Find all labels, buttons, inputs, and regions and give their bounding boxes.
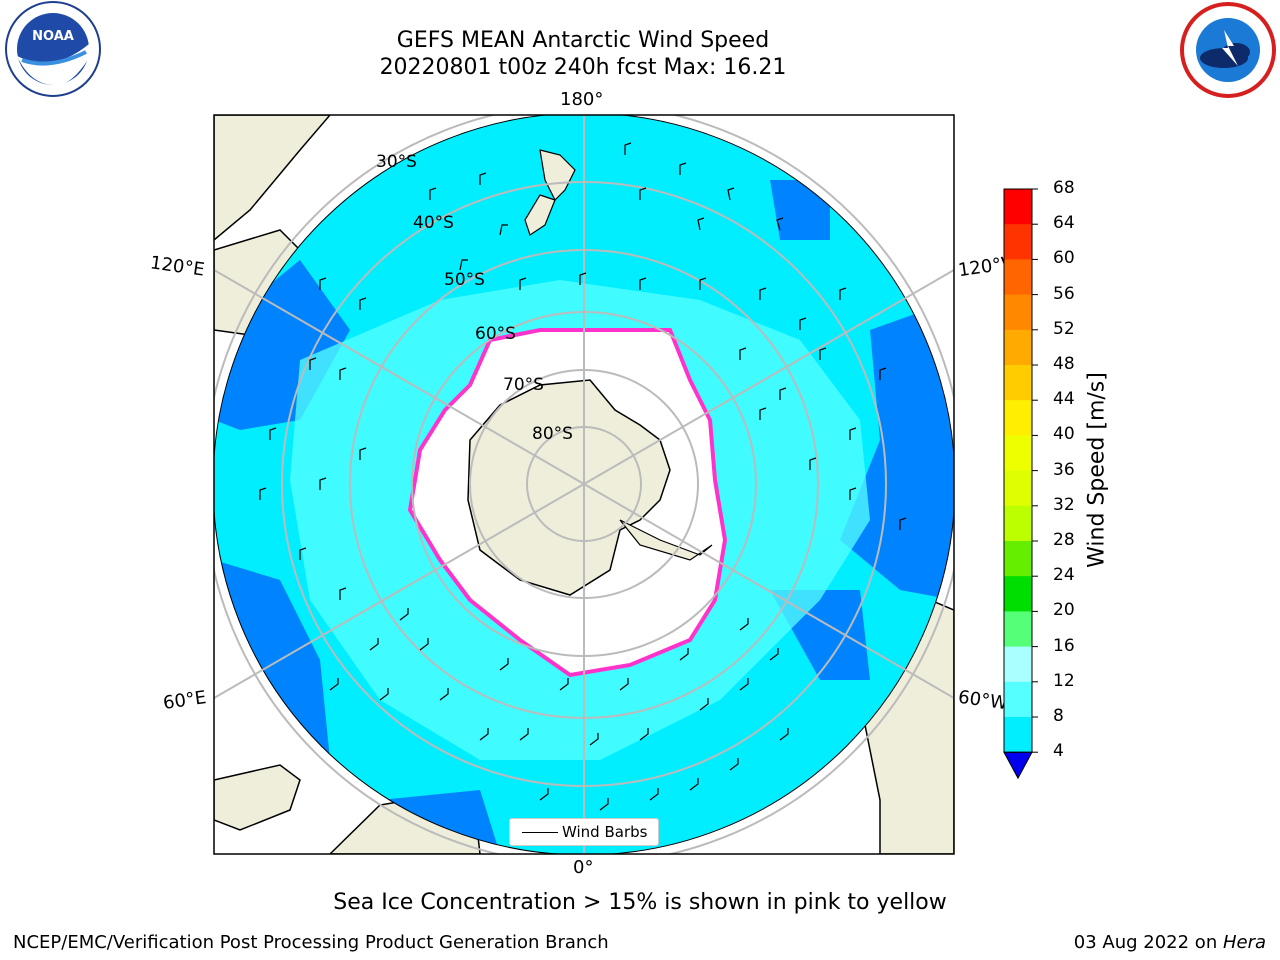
footer-machine: Hera	[1222, 932, 1266, 953]
colorbar-extend-triangle	[1003, 751, 1033, 780]
wind-barb-legend-line	[522, 832, 558, 833]
colorbar-tick-label: 60	[1053, 248, 1075, 269]
colorbar	[1003, 188, 1038, 780]
colorbar-tick-label: 52	[1053, 318, 1075, 339]
colorbar-tick-label: 44	[1053, 389, 1075, 410]
noaa-logo: NOAA	[5, 1, 101, 97]
nws-logo	[1180, 2, 1276, 98]
colorbar-tick-label: 40	[1053, 424, 1075, 445]
land-madagascar	[214, 764, 301, 831]
colorbar-segment	[1004, 717, 1032, 753]
colorbar-tick-label: 24	[1053, 565, 1075, 586]
colorbar-segment	[1004, 505, 1032, 542]
colorbar-tick-label: 36	[1053, 459, 1075, 480]
svg-text:NOAA: NOAA	[32, 29, 74, 44]
colorbar-segment	[1004, 259, 1032, 296]
map-subtitle: 20220801 t00z 240h fcst Max: 16.21	[379, 55, 787, 80]
colorbar-segment	[1004, 224, 1032, 260]
lon-label-180: 180°	[560, 89, 604, 110]
lat-label-50s: 50°S	[444, 270, 485, 290]
colorbar-segment	[1004, 400, 1032, 436]
map-legend: Wind Barbs	[509, 818, 659, 846]
lat-label-80s: 80°S	[532, 424, 573, 444]
colorbar-segment	[1004, 294, 1032, 331]
colorbar-segment	[1004, 541, 1032, 577]
lon-label-0: 0°	[573, 857, 594, 878]
colorbar-tick-label: 12	[1053, 670, 1075, 691]
colorbar-tick-label: 16	[1053, 635, 1075, 656]
colorbar-segment	[1004, 611, 1032, 648]
colorbar-segment	[1004, 470, 1032, 507]
colorbar-segment	[1004, 365, 1032, 401]
legend-label: Wind Barbs	[562, 823, 648, 841]
land-new-zealand	[539, 149, 576, 202]
colorbar-label: Wind Speed [m/s]	[1084, 372, 1110, 568]
colorbar-tick-label: 56	[1053, 283, 1075, 304]
colorbar-tick-label: 8	[1053, 706, 1064, 726]
footer-credit: NCEP/EMC/Verification Post Processing Pr…	[13, 932, 609, 953]
colorbar-tick-label: 4	[1053, 741, 1064, 762]
colorbar-tick-label: 28	[1053, 530, 1075, 550]
colorbar-segment	[1004, 189, 1032, 225]
lat-label-30s: 30°S	[376, 152, 417, 172]
map-title: GEFS MEAN Antarctic Wind Speed	[396, 28, 770, 53]
colorbar-tick-label: 32	[1053, 494, 1075, 515]
land-antarctica	[467, 379, 671, 596]
colorbar-tick-label: 64	[1053, 213, 1075, 234]
land-australia-north	[214, 115, 331, 241]
colorbar-segment	[1004, 329, 1032, 366]
graticule	[214, 115, 954, 854]
colorbar-segment	[1004, 435, 1032, 472]
caption: Sea Ice Concentration > 15% is shown in …	[333, 890, 947, 915]
colorbar-segment	[1004, 681, 1032, 718]
lat-label-40s: 40°S	[413, 213, 454, 233]
wind-barbs	[259, 142, 907, 811]
lat-label-60s: 60°S	[475, 324, 516, 344]
footer-date: 03 Aug 2022 on Hera	[1073, 932, 1266, 953]
colorbar-tick-label: 68	[1053, 178, 1075, 198]
colorbar-tick-label: 48	[1053, 354, 1075, 374]
lat-label-70s: 70°S	[503, 375, 544, 395]
colorbar-segment	[1004, 576, 1032, 612]
colorbar-tick-label: 20	[1053, 600, 1075, 621]
map-frame	[213, 114, 955, 855]
colorbar-segment	[1004, 646, 1032, 683]
